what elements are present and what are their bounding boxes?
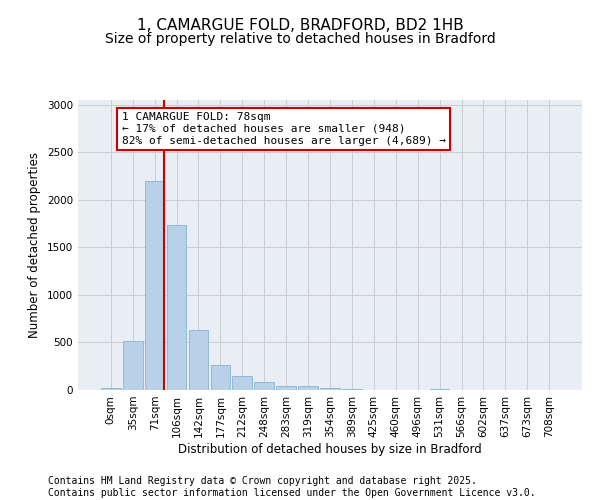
- Text: 1, CAMARGUE FOLD, BRADFORD, BD2 1HB: 1, CAMARGUE FOLD, BRADFORD, BD2 1HB: [137, 18, 463, 32]
- Bar: [145, 181, 164, 390]
- Text: Contains HM Land Registry data © Crown copyright and database right 2025.
Contai: Contains HM Land Registry data © Crown c…: [48, 476, 536, 498]
- Bar: [320, 388, 340, 390]
- Bar: [101, 388, 121, 390]
- Text: 1 CAMARGUE FOLD: 78sqm
← 17% of detached houses are smaller (948)
82% of semi-de: 1 CAMARGUE FOLD: 78sqm ← 17% of detached…: [122, 112, 446, 146]
- Bar: [254, 382, 274, 390]
- Bar: [188, 330, 208, 390]
- X-axis label: Distribution of detached houses by size in Bradford: Distribution of detached houses by size …: [178, 442, 482, 456]
- Bar: [232, 376, 252, 390]
- Y-axis label: Number of detached properties: Number of detached properties: [28, 152, 41, 338]
- Bar: [298, 386, 318, 390]
- Bar: [123, 340, 143, 390]
- Text: Size of property relative to detached houses in Bradford: Size of property relative to detached ho…: [104, 32, 496, 46]
- Bar: [430, 388, 449, 390]
- Bar: [167, 224, 187, 390]
- Bar: [342, 389, 362, 390]
- Bar: [276, 386, 296, 390]
- Bar: [211, 365, 230, 390]
